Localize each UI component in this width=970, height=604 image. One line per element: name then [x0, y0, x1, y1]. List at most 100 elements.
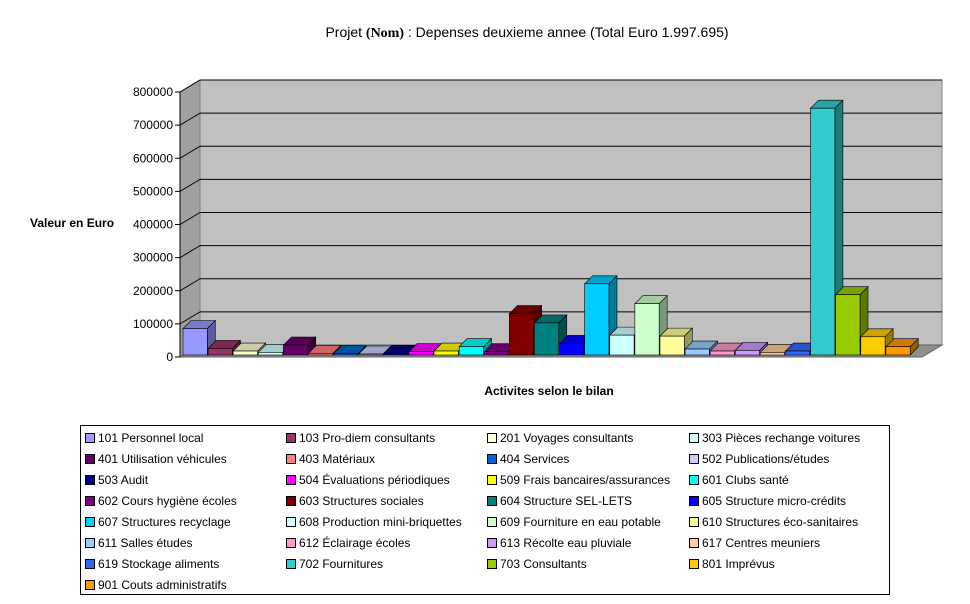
legend-label: 602 Cours hygiène écoles [98, 494, 237, 508]
legend-label: 509 Frais bancaires/assurances [500, 473, 671, 487]
legend-label: 611 Salles études [98, 536, 193, 550]
bar [433, 350, 459, 356]
legend-label: 619 Stockage aliments [98, 557, 220, 571]
bar [785, 350, 811, 356]
legend-label: 702 Fournitures [299, 557, 384, 571]
legend: 101 Personnel local 103 Pro-diem consulta… [80, 425, 890, 595]
legend-item: 509 Frais bancaires/assurances [487, 470, 670, 490]
chart-title-suffix: : Depenses deuxieme annee (Total Euro 1.… [404, 24, 729, 40]
legend-item: 613 Récolte eau pluviale [487, 533, 631, 553]
bar [584, 283, 610, 356]
legend-swatch [487, 517, 497, 527]
legend-swatch [487, 538, 497, 548]
legend-item: 603 Structures sociales [286, 491, 424, 511]
legend-swatch [487, 475, 497, 485]
bar [408, 351, 434, 356]
legend-label: 201 Voyages consultants [500, 431, 634, 445]
legend-swatch [286, 475, 296, 485]
bar [609, 334, 635, 356]
legend-swatch [689, 496, 699, 506]
chart-title-name: (Nom) [366, 26, 404, 41]
y-tick-label: 700000 [133, 118, 173, 132]
legend-item: 504 Évaluations périodiques [286, 470, 450, 490]
y-tick-label: 400000 [133, 218, 173, 232]
legend-item: 605 Structure micro-crédits [689, 491, 846, 511]
legend-item: 604 Structure SEL-LETS [487, 491, 632, 511]
bar [258, 352, 283, 356]
legend-item: 502 Publications/études [689, 449, 829, 469]
bar [810, 107, 836, 356]
legend-item: 901 Couts administratifs [85, 575, 227, 595]
gridline-side [179, 178, 201, 192]
gridline-side [179, 311, 201, 325]
legend-item: 201 Voyages consultants [487, 428, 633, 448]
legend-label: 101 Personnel local [98, 431, 204, 445]
legend-item: 611 Salles études [85, 533, 193, 553]
legend-label: 801 Imprévus [702, 557, 775, 571]
bar [634, 303, 660, 356]
plot-area: 0 100000 200000 300000 400000 500000 600000 700… [133, 79, 944, 364]
legend-swatch [286, 559, 296, 569]
legend-label: 401 Utilisation véhicules [98, 452, 227, 466]
y-tick-label: 300000 [133, 251, 173, 265]
y-tick-label: 100000 [133, 317, 173, 331]
legend-label: 605 Structure micro-crédits [702, 494, 847, 508]
bar [860, 336, 886, 356]
bar [182, 328, 208, 356]
legend-swatch [487, 433, 497, 443]
y-tick-label: 0 [166, 350, 173, 364]
legend-label: 612 Éclairage écoles [299, 536, 411, 550]
legend-label: 613 Récolte eau pluviale [500, 536, 632, 550]
y-tick-label: 800000 [133, 85, 173, 99]
y-tick-label: 500000 [133, 184, 173, 198]
bar [734, 350, 760, 356]
bar [283, 344, 309, 356]
legend-swatch [85, 517, 95, 527]
chart-title: Projet (Nom) : Depenses deuxieme annee (… [325, 24, 728, 41]
y-tick-label: 200000 [133, 284, 173, 298]
gridline-side [179, 79, 201, 93]
legend-item: 601 Clubs santé [689, 470, 789, 490]
legend-swatch [286, 433, 296, 443]
legend-item: 101 Personnel local [85, 428, 203, 448]
gridline-side [179, 112, 201, 126]
gridline-side [179, 278, 201, 292]
legend-label: 603 Structures sociales [299, 494, 424, 508]
legend-item: 303 Pièces rechange voitures [689, 428, 860, 448]
legend-label: 601 Clubs santé [702, 473, 789, 487]
bar [383, 353, 409, 356]
legend-item: 703 Consultants [487, 554, 587, 574]
legend-label: 303 Pièces rechange voitures [702, 431, 861, 445]
bar [659, 335, 685, 356]
legend-swatch [286, 454, 296, 464]
legend-label: 703 Consultants [500, 557, 587, 571]
legend-item: 609 Fourniture en eau potable [487, 512, 661, 532]
legend-label: 608 Production mini-briquettes [299, 515, 462, 529]
bar [207, 348, 233, 356]
x-axis-label: Activites selon le bilan [484, 384, 613, 398]
legend-swatch [85, 433, 95, 443]
legend-swatch [85, 559, 95, 569]
legend-label: 610 Structures éco-sanitaires [702, 515, 859, 529]
legend-swatch [286, 538, 296, 548]
legend-label: 609 Fourniture en eau potable [500, 515, 661, 529]
bar [709, 350, 735, 356]
bar [835, 294, 861, 356]
bar [333, 353, 359, 356]
legend-label: 504 Évaluations périodiques [299, 473, 450, 487]
legend-label: 604 Structure SEL-LETS [500, 494, 633, 508]
legend-swatch [689, 454, 699, 464]
bar [232, 350, 258, 356]
legend-item: 702 Fournitures [286, 554, 383, 574]
gridline-side [179, 145, 201, 159]
legend-swatch [286, 496, 296, 506]
legend-swatch [487, 559, 497, 569]
legend-label: 503 Audit [98, 473, 149, 487]
legend-swatch [85, 475, 95, 485]
bar [684, 348, 710, 356]
legend-label: 404 Services [500, 452, 570, 466]
legend-swatch [689, 538, 699, 548]
legend-item: 610 Structures éco-sanitaires [689, 512, 858, 532]
chart-title-prefix: Projet [325, 24, 365, 40]
legend-label: 607 Structures recyclage [98, 515, 231, 529]
